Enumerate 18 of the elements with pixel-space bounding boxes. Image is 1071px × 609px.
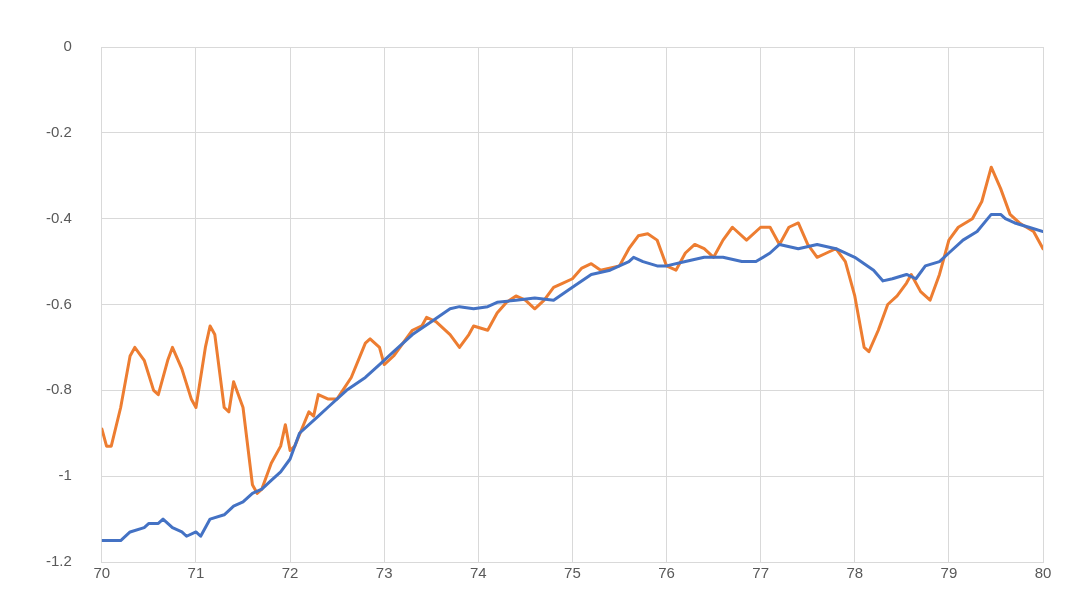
y-tick-label: -0.4 bbox=[45, 208, 72, 226]
x-tick-label: 72 bbox=[281, 564, 299, 582]
x-tick-label: 70 bbox=[93, 564, 111, 582]
x-tick-label: 76 bbox=[658, 564, 675, 582]
x-tick-label: 80 bbox=[1034, 564, 1052, 582]
y-tick-label: -1.2 bbox=[45, 552, 72, 570]
y-tick-label: -1 bbox=[58, 466, 72, 484]
y-tick-label: -0.2 bbox=[45, 122, 72, 140]
y-tick-label: 0 bbox=[63, 37, 72, 55]
x-tick-label: 73 bbox=[375, 564, 393, 582]
x-tick-label: 74 bbox=[469, 564, 487, 582]
x-tick-label: 79 bbox=[940, 564, 958, 582]
x-tick-label: 75 bbox=[564, 564, 581, 582]
y-tick-label: -0.8 bbox=[45, 380, 72, 398]
x-tick-label: 71 bbox=[187, 564, 205, 582]
x-tick-label: 78 bbox=[846, 564, 864, 582]
y-tick-label: -0.6 bbox=[45, 294, 72, 312]
x-tick-label: 77 bbox=[752, 564, 769, 582]
